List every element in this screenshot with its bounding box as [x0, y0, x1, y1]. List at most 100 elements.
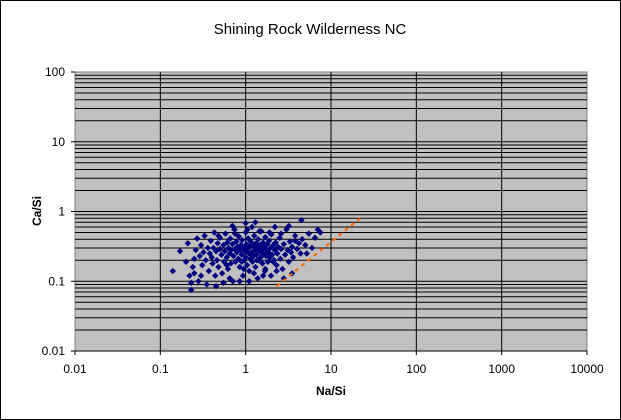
- data-point: [302, 241, 309, 249]
- data-point: [195, 278, 202, 285]
- data-point: [267, 272, 275, 279]
- data-point: [240, 244, 247, 252]
- data-point: [245, 278, 253, 285]
- data-point: [273, 261, 280, 269]
- reference-line-segment: [275, 217, 361, 287]
- x-axis-ticks: 0.01 0.1 1 10 100 1000 10000: [63, 351, 604, 376]
- data-point: [226, 275, 233, 282]
- data-point: [262, 265, 269, 273]
- data-point: [289, 254, 297, 261]
- data-point: [232, 258, 239, 266]
- y-tick-label: 100: [45, 65, 65, 79]
- data-point: [215, 263, 222, 271]
- data-point: [245, 267, 253, 275]
- data-point: [229, 240, 236, 248]
- data-point: [188, 286, 195, 294]
- data-point: [238, 251, 245, 258]
- data-point: [235, 255, 242, 262]
- data-point: [308, 244, 316, 252]
- x-axis-title: Na/Si: [316, 384, 346, 398]
- data-point: [259, 272, 267, 279]
- scatter-series: [169, 217, 324, 294]
- data-point: [247, 238, 255, 245]
- data-point: [192, 246, 199, 254]
- data-point: [286, 238, 294, 245]
- data-point: [207, 237, 214, 245]
- data-point: [184, 240, 192, 247]
- data-point: [277, 230, 285, 237]
- data-point: [303, 250, 310, 257]
- data-point: [264, 258, 272, 266]
- data-point: [297, 250, 304, 257]
- data-point: [280, 240, 288, 248]
- data-point: [213, 257, 221, 264]
- data-point: [238, 258, 245, 266]
- data-point: [203, 281, 210, 288]
- data-point: [285, 258, 292, 266]
- data-point: [215, 232, 222, 239]
- data-point: [305, 230, 313, 237]
- data-point: [244, 245, 251, 253]
- data-point: [222, 230, 229, 237]
- data-point: [266, 229, 273, 236]
- data-point: [291, 232, 299, 239]
- data-point: [248, 223, 256, 231]
- x-tick-label: 10: [324, 362, 338, 376]
- data-point: [244, 226, 251, 233]
- reference-line: [275, 217, 361, 287]
- y-axis-ticks: 0.01 0.1 1 10 100: [42, 65, 75, 358]
- data-point: [197, 272, 205, 279]
- y-tick-label: 10: [52, 135, 66, 149]
- data-point: [274, 250, 281, 257]
- data-point: [291, 237, 299, 245]
- data-point: [211, 229, 218, 236]
- data-point: [311, 234, 319, 241]
- data-point: [223, 261, 230, 269]
- data-point: [169, 267, 177, 275]
- data-point: [182, 258, 190, 266]
- data-point: [204, 244, 212, 252]
- data-point: [202, 257, 209, 264]
- data-point: [221, 247, 229, 255]
- data-point: [212, 272, 219, 279]
- y-tick-label: 1: [58, 205, 65, 219]
- data-point: [199, 261, 206, 269]
- data-point: [262, 233, 269, 241]
- data-point: [298, 217, 305, 224]
- data-point: [253, 244, 261, 252]
- data-point: [251, 232, 258, 239]
- data-point: [243, 261, 251, 269]
- x-tick-label: 100: [406, 362, 426, 376]
- data-point: [279, 265, 286, 273]
- data-point: [253, 251, 260, 258]
- data-point: [284, 246, 291, 254]
- data-point: [205, 267, 213, 275]
- data-point: [252, 263, 259, 271]
- data-point: [209, 260, 216, 267]
- data-point: [230, 252, 237, 260]
- data-point: [277, 245, 285, 253]
- data-point: [236, 246, 244, 254]
- data-point: [238, 236, 246, 244]
- data-point: [258, 245, 266, 253]
- data-point: [191, 270, 198, 277]
- data-point: [240, 265, 247, 273]
- data-point: [285, 222, 292, 230]
- x-tick-label: 1000: [488, 362, 515, 376]
- data-point: [224, 239, 231, 246]
- data-point: [265, 237, 273, 245]
- y-axis-title: Ca/Si: [30, 196, 44, 226]
- data-point: [258, 249, 266, 256]
- data-point: [206, 250, 214, 257]
- data-point: [196, 252, 203, 260]
- data-point: [200, 249, 207, 256]
- data-point: [239, 272, 247, 279]
- data-point: [271, 223, 279, 231]
- data-point: [189, 263, 196, 271]
- data-point: [176, 247, 184, 255]
- data-point: [191, 255, 198, 262]
- data-point: [208, 254, 215, 261]
- data-point: [218, 270, 226, 277]
- data-point: [253, 257, 260, 264]
